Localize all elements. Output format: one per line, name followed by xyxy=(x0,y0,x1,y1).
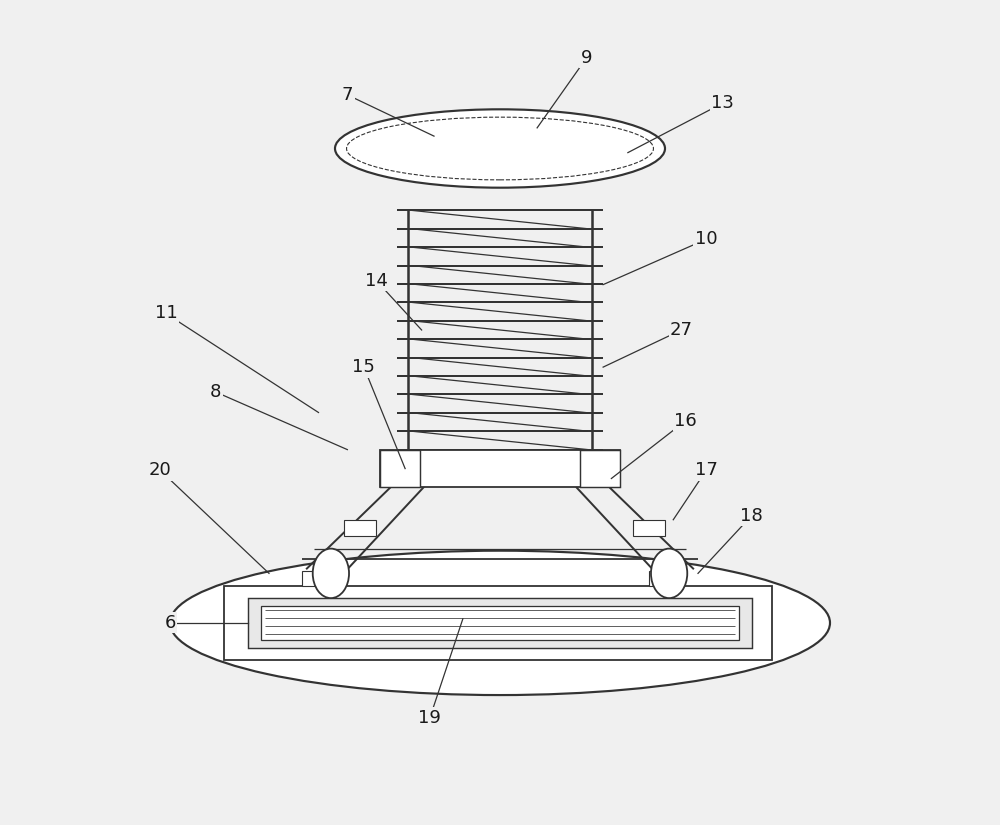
Text: 27: 27 xyxy=(670,321,693,339)
Text: 10: 10 xyxy=(695,230,718,248)
Ellipse shape xyxy=(313,549,349,598)
Text: 11: 11 xyxy=(155,304,177,323)
Text: 13: 13 xyxy=(711,94,734,112)
Ellipse shape xyxy=(170,551,830,695)
Bar xyxy=(261,606,739,640)
Text: 6: 6 xyxy=(164,614,176,632)
Text: 20: 20 xyxy=(149,461,171,479)
Text: 18: 18 xyxy=(740,507,763,525)
Bar xyxy=(248,598,752,648)
Bar xyxy=(302,571,329,586)
Bar xyxy=(580,450,620,487)
Bar xyxy=(380,450,420,487)
Bar xyxy=(344,520,376,536)
Ellipse shape xyxy=(651,549,687,598)
Text: 14: 14 xyxy=(365,271,388,290)
Text: 8: 8 xyxy=(210,383,221,401)
Ellipse shape xyxy=(335,109,665,188)
Text: 17: 17 xyxy=(695,461,718,479)
Text: 19: 19 xyxy=(418,709,441,727)
Text: 9: 9 xyxy=(581,49,592,67)
Text: 15: 15 xyxy=(352,358,375,376)
Bar xyxy=(648,571,676,586)
Bar xyxy=(633,520,665,536)
Text: 16: 16 xyxy=(674,412,697,430)
Bar xyxy=(224,586,772,660)
Bar xyxy=(380,450,620,487)
Text: 7: 7 xyxy=(342,86,353,104)
